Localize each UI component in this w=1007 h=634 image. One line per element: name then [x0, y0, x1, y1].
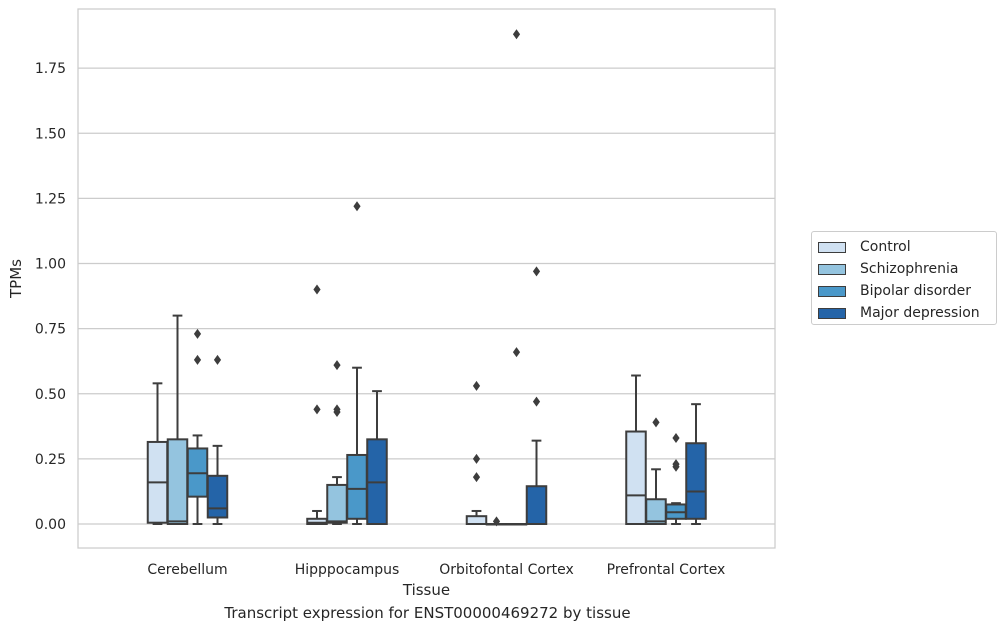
outlier-point [512, 347, 521, 358]
y-tick-label: 0.75 [35, 322, 66, 338]
box [685, 403, 707, 525]
box [665, 433, 687, 525]
box [505, 29, 528, 526]
box-body [685, 442, 707, 520]
chart-caption: Transcript expression for ENST0000046927… [224, 604, 631, 622]
y-tick-label: 0.00 [35, 517, 66, 533]
outlier-point [472, 472, 481, 483]
box-body [525, 485, 548, 526]
box-body [166, 438, 189, 525]
box [146, 382, 169, 525]
box-body [465, 515, 488, 525]
x-tick-label: Orbitofontal Cortex [439, 562, 574, 578]
box [645, 417, 667, 526]
legend-label-bipolar-disorder: Bipolar disorder [860, 283, 972, 299]
box [306, 284, 328, 525]
outlier-point [532, 266, 541, 277]
outlier-point [333, 360, 341, 371]
y-tick-label: 1.50 [35, 126, 66, 142]
y-tick-label: 1.00 [35, 257, 66, 273]
box-plot-series [146, 29, 707, 527]
box [525, 266, 548, 526]
box [166, 314, 189, 525]
box-body [206, 474, 229, 519]
y-axis-title: TPMs [7, 259, 25, 299]
legend-item-control: Control [818, 236, 996, 258]
outlier-point [532, 396, 541, 407]
outlier-point [512, 29, 521, 40]
box [186, 328, 209, 525]
x-tick-labels: Cerebellum Hipppocampus Orbitofontal Corte… [147, 562, 725, 578]
outlier-point [672, 459, 680, 470]
box [625, 374, 647, 525]
legend-label-schizophrenia: Schizophrenia [860, 261, 959, 277]
legend-item-schizophrenia: Schizophrenia [818, 258, 996, 280]
legend-item-bipolar-disorder: Bipolar disorder [818, 280, 996, 302]
box [206, 354, 229, 525]
outlier-point [472, 453, 481, 464]
outlier-point [313, 284, 321, 295]
x-axis-title: Tissue [402, 581, 450, 599]
x-tick-label: Hipppocampus [295, 562, 400, 578]
box-body [625, 430, 647, 525]
legend-swatch-bipolar-disorder [818, 285, 846, 297]
outlier-point [652, 417, 660, 428]
x-tick-label: Cerebellum [147, 562, 227, 578]
y-tick-label: 1.75 [35, 61, 66, 77]
box [465, 380, 488, 525]
outlier-point [672, 433, 680, 444]
legend-label-major-depression: Major depression [860, 305, 980, 321]
legend: Control Schizophrenia Bipolar disorder M… [811, 231, 997, 325]
legend-swatch-control [818, 241, 846, 253]
legend-swatch-schizophrenia [818, 263, 846, 275]
box [366, 390, 388, 525]
legend-swatch-major-depression [818, 307, 846, 319]
outlier-point [472, 380, 481, 391]
legend-label-control: Control [860, 239, 911, 255]
outlier-point [193, 354, 202, 365]
plot-area-frame [77, 8, 776, 549]
box [485, 516, 508, 527]
box [326, 360, 348, 525]
y-tick-label: 1.25 [35, 191, 66, 207]
y-tick-label: 0.25 [35, 452, 66, 468]
outlier-point [213, 354, 222, 365]
y-tick-label: 0.50 [35, 387, 66, 403]
box-body [346, 453, 368, 520]
legend-item-major-depression: Major depression [818, 302, 996, 324]
outlier-point [492, 516, 501, 527]
outlier-point [333, 404, 341, 415]
outlier-point [313, 404, 321, 415]
outlier-point [353, 201, 361, 212]
y-tick-labels: 0.00 0.25 0.50 0.75 1.00 1.25 1.50 1.75 [35, 61, 66, 533]
x-tick-label: Prefrontal Cortex [607, 562, 726, 578]
box-body [326, 483, 348, 524]
outlier-point [193, 328, 202, 339]
box-body [645, 498, 667, 526]
box [346, 201, 368, 525]
